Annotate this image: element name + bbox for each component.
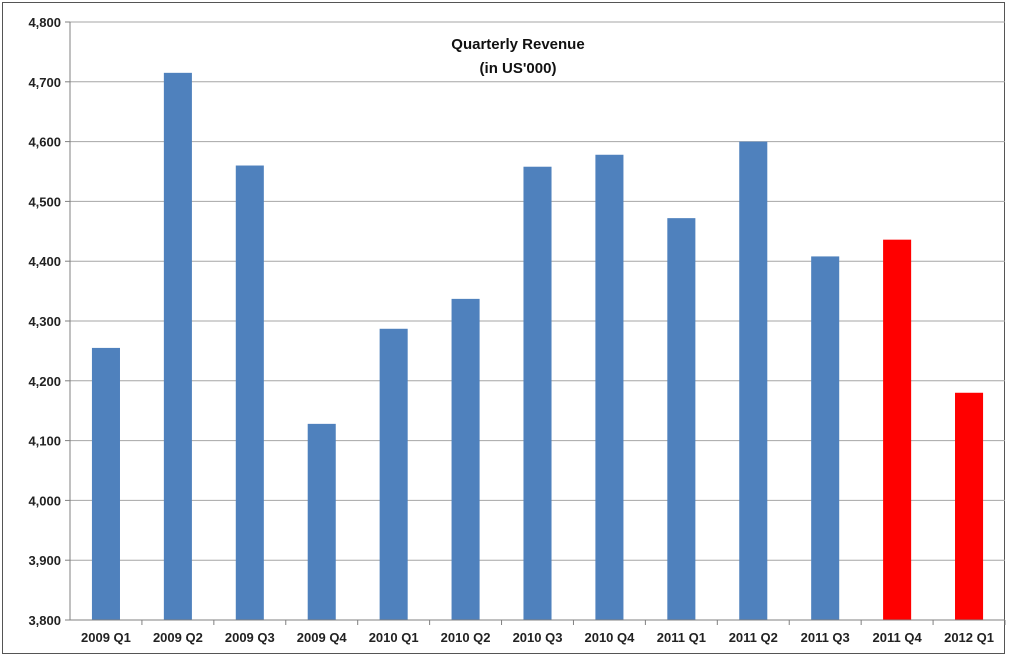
y-tick-label: 4,200 — [28, 374, 61, 389]
x-tick-label: 2011 Q2 — [729, 630, 778, 645]
x-tick-label: 2009 Q1 — [81, 630, 131, 645]
y-tick-labels: 3,800 3,900 4,000 4,100 4,200 4,300 4,400 4,500… — [28, 15, 70, 628]
bar — [739, 141, 768, 620]
bar — [811, 256, 840, 620]
x-tick-label: 2011 Q1 — [657, 630, 706, 645]
bars — [91, 72, 984, 621]
x-tick-label: 2011 Q3 — [801, 630, 850, 645]
y-tick-label: 4,400 — [28, 254, 61, 269]
y-tick-label: 4,800 — [28, 15, 61, 30]
y-tick-label: 4,100 — [28, 434, 61, 449]
y-tick-label: 3,900 — [28, 553, 61, 568]
x-tick-label: 2010 Q2 — [441, 630, 491, 645]
chart-title: Quarterly Revenue — [451, 36, 584, 53]
gridlines — [70, 21, 1005, 561]
bar — [91, 347, 120, 620]
y-tick-label: 4,300 — [28, 314, 61, 329]
x-tick-label: 2009 Q4 — [297, 630, 348, 645]
y-tick-label: 4,600 — [28, 135, 61, 150]
x-tick-label: 2010 Q1 — [369, 630, 419, 645]
chart-subtitle: (in US'000) — [480, 60, 557, 77]
bar — [883, 239, 912, 620]
bar — [595, 154, 624, 621]
x-tick-label: 2010 Q3 — [513, 630, 563, 645]
x-tick-labels: 2009 Q1 2009 Q2 2009 Q3 2009 Q4 2010 Q1 2010 … — [81, 620, 1006, 645]
x-tick-label: 2012 Q1 — [944, 630, 994, 645]
bar — [667, 218, 696, 621]
y-tick-label: 4,500 — [28, 194, 61, 209]
y-tick-label: 4,700 — [28, 75, 61, 90]
bar — [523, 166, 552, 620]
bar — [235, 165, 264, 620]
bar — [451, 298, 480, 620]
y-tick-label: 3,800 — [28, 613, 61, 628]
y-tick-label: 4,000 — [28, 493, 61, 508]
x-tick-label: 2011 Q4 — [873, 630, 923, 645]
bar — [163, 72, 192, 620]
bar — [955, 392, 984, 620]
x-tick-label: 2009 Q3 — [225, 630, 275, 645]
x-tick-label: 2009 Q2 — [153, 630, 203, 645]
x-tick-label: 2010 Q4 — [584, 630, 635, 645]
bar — [379, 328, 408, 620]
bar — [307, 423, 336, 620]
